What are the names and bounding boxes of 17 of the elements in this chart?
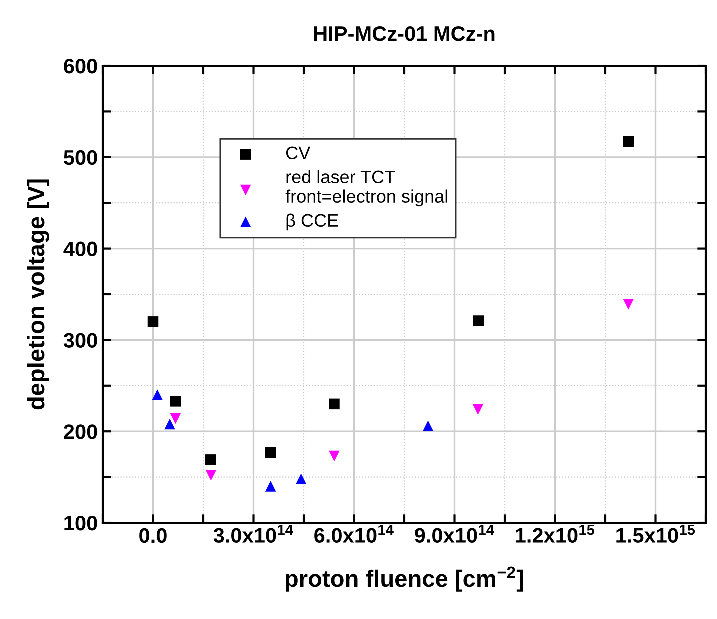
y-tick-label: 300 (64, 333, 98, 348)
x-axis-title: proton fluence [cm$^{−2}$] (286, 566, 524, 592)
legend-label: CV (286, 146, 311, 160)
y-tick-label: 500 (64, 150, 98, 166)
x-tick-label: 9.0x10$^{14}$ (415, 525, 494, 543)
y-tick-label: 600 (64, 59, 98, 74)
x-tick-label: 6.0x10$^{14}$ (314, 525, 394, 543)
y-tick-label: 400 (64, 242, 98, 257)
x-tick-label: 1.2x10$^{15}$ (516, 525, 595, 543)
y-tick-label: 100 (64, 516, 98, 531)
x-tick-label: 1.5x10$^{15}$ (616, 525, 696, 543)
y-tick-label: 200 (64, 424, 98, 440)
chart-title: HIP-MCz-01 MCz-n (314, 26, 495, 42)
x-tick-label: 3.0x10$^{14}$ (214, 525, 294, 544)
x-tick-label: 0.0 (140, 528, 167, 544)
legend-label: β CCE (286, 214, 338, 231)
y-axis-title: depletion voltage [V] (27, 180, 50, 410)
